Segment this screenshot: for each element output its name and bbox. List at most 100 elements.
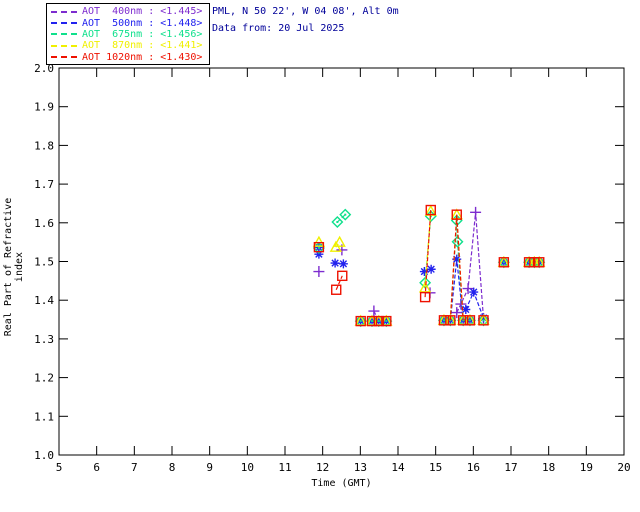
- legend-box: AOT 400nm : <1.445> AOT 500nm : <1.448> AO…: [46, 3, 210, 65]
- series-line: [336, 214, 346, 223]
- x-tick-label: 9: [206, 461, 213, 474]
- series-line: [449, 214, 464, 321]
- x-tick-label: 14: [391, 461, 405, 474]
- y-tick-label: 1.0: [34, 449, 54, 462]
- x-tick-label: 7: [131, 461, 138, 474]
- square-marker: [451, 209, 462, 220]
- y-axis-title: Real Part of Refractive index: [3, 197, 25, 337]
- diamond-dot: [344, 213, 347, 216]
- asterisk-marker: [419, 267, 429, 277]
- x-tick-label: 18: [542, 461, 555, 474]
- legend-label: AOT 1020nm : <1.430>: [82, 51, 203, 63]
- diamond-marker: [339, 208, 352, 221]
- square-marker: [457, 315, 469, 326]
- legend-label: AOT 675nm : <1.456>: [82, 28, 203, 40]
- y-tick-label: 1.7: [34, 178, 54, 191]
- y-tick-label: 1.9: [34, 101, 54, 114]
- square-marker: [331, 284, 342, 295]
- triangle-marker: [418, 281, 432, 293]
- plus-marker: [462, 283, 474, 295]
- square-marker: [498, 257, 510, 268]
- x-tick-label: 11: [278, 461, 291, 474]
- diamond-dot: [336, 221, 339, 224]
- square-marker: [438, 315, 450, 326]
- legend-item-aot-1020nm: AOT 1020nm : <1.430>: [51, 52, 209, 63]
- square-marker: [355, 315, 366, 327]
- y-tick-label: 1.3: [34, 333, 54, 346]
- triangle-marker: [333, 235, 346, 247]
- asterisk-marker: [479, 313, 489, 323]
- y-tick-label: 1.5: [34, 256, 54, 269]
- y-tick-label: 1.2: [34, 372, 54, 385]
- legend-label: AOT 870nm : <1.441>: [82, 40, 203, 52]
- series-line: [465, 290, 485, 319]
- diamond-dot: [442, 319, 445, 322]
- x-tick-label: 6: [93, 461, 100, 474]
- x-tick-label: 13: [354, 461, 367, 474]
- diamond-dot: [371, 320, 374, 323]
- legend-item-aot-400nm: AOT 400nm : <1.445>: [51, 6, 209, 17]
- legend-label: AOT 400nm : <1.445>: [82, 6, 203, 18]
- series-line: [424, 209, 432, 298]
- diamond-dot: [456, 240, 459, 243]
- y-tick-label: 1.1: [34, 410, 54, 423]
- x-tick-label: 15: [429, 461, 442, 474]
- legend-line-sample: [51, 33, 77, 36]
- x-tick-label: 10: [241, 461, 254, 474]
- y-tick-label: 1.4: [34, 294, 54, 307]
- square-marker: [445, 315, 456, 326]
- legend-item-aot-500nm: AOT 500nm : <1.448>: [51, 17, 209, 29]
- asterisk-marker: [314, 249, 324, 259]
- asterisk-marker: [426, 264, 436, 274]
- legend-item-aot-870nm: AOT 870nm : <1.441>: [51, 40, 209, 51]
- y-tick-label: 1.8: [34, 139, 54, 152]
- x-tick-label: 20: [617, 461, 630, 474]
- square-marker: [337, 270, 348, 282]
- square-marker: [419, 291, 431, 303]
- diamond-dot: [468, 319, 471, 322]
- plus-marker: [313, 266, 325, 278]
- diamond-dot: [359, 320, 362, 323]
- square-marker: [464, 315, 476, 326]
- legend-line-sample: [51, 10, 77, 13]
- diamond-marker: [331, 216, 344, 229]
- y-tick-label: 2.0: [34, 62, 54, 75]
- legend-line-sample: [51, 56, 77, 59]
- plus-marker: [451, 307, 463, 319]
- square-marker: [534, 257, 545, 268]
- square-marker: [381, 315, 392, 327]
- asterisk-marker: [338, 259, 348, 269]
- square-marker: [478, 315, 489, 326]
- x-tick-label: 5: [56, 461, 63, 474]
- square-marker: [523, 257, 535, 268]
- plus-marker: [368, 305, 380, 317]
- data-date: Data from: 20 Jul 2025: [212, 23, 345, 34]
- x-tick-label: 16: [467, 461, 480, 474]
- square-marker: [366, 315, 378, 327]
- legend-item-aot-675nm: AOT 675nm : <1.456>: [51, 29, 209, 40]
- diamond-dot: [385, 320, 388, 323]
- station-info: PML, N 50 22', W 04 08', Alt 0m: [212, 6, 399, 17]
- x-axis-title: Time (GMT): [311, 478, 372, 489]
- asterisk-marker: [469, 287, 479, 297]
- diamond-dot: [377, 320, 380, 323]
- diamond-dot: [482, 319, 485, 322]
- series-line: [424, 211, 432, 288]
- x-tick-label: 8: [169, 461, 176, 474]
- y-tick-label: 1.6: [34, 217, 54, 230]
- series-aot-870nm: [312, 204, 546, 326]
- series-aot-400nm: [313, 206, 490, 325]
- diamond-dot: [502, 261, 505, 264]
- diamond-dot: [317, 246, 320, 249]
- square-marker: [313, 241, 325, 253]
- square-marker: [425, 204, 436, 216]
- plus-marker: [470, 206, 482, 218]
- diamond-marker: [451, 235, 464, 248]
- series-line: [335, 275, 343, 290]
- asterisk-marker: [461, 304, 471, 314]
- triangle-marker: [312, 235, 326, 247]
- asterisk-marker: [330, 258, 340, 268]
- square-marker: [373, 315, 384, 327]
